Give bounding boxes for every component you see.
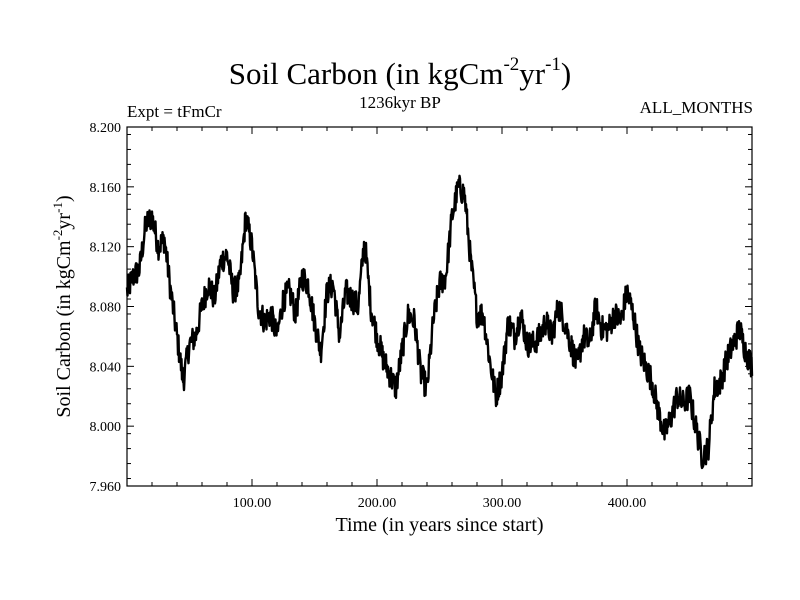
chart-title: Soil Carbon (in kgCm-2yr-1) bbox=[228, 54, 572, 91]
y-tick-label: 8.040 bbox=[90, 360, 122, 375]
x-axis-title: Time (in years since start) bbox=[335, 514, 543, 536]
y-tick-label: 8.200 bbox=[90, 121, 122, 136]
y-tick-label: 8.080 bbox=[90, 301, 122, 316]
experiment-label: Expt = tFmCr bbox=[127, 102, 222, 121]
x-tick-label: 100.00 bbox=[233, 496, 272, 511]
season-label: ALL_MONTHS bbox=[639, 98, 753, 117]
y-tick-label: 7.960 bbox=[90, 480, 122, 495]
y-tick-label: 8.120 bbox=[90, 241, 122, 256]
plot-frame bbox=[126, 126, 753, 487]
chart-subtitle: 1236kyr BP bbox=[359, 93, 441, 112]
y-tick-label: 8.160 bbox=[90, 181, 122, 196]
y-axis-title: Soil Carbon (in kgCm-2yr-1) bbox=[50, 195, 75, 417]
x-tick-label: 200.00 bbox=[358, 496, 397, 511]
y-tick-label: 8.000 bbox=[90, 420, 122, 435]
x-tick-label: 400.00 bbox=[608, 496, 647, 511]
x-tick-label: 300.00 bbox=[483, 496, 522, 511]
series-line-soil-carbon bbox=[125, 174, 754, 470]
